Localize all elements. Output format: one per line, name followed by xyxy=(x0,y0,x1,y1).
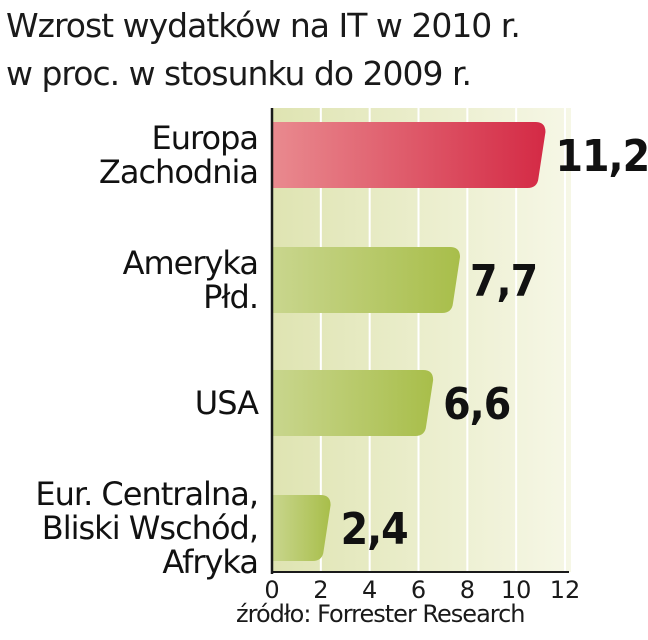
x-tick-label-0: 0 xyxy=(264,576,279,604)
x-tick-label-8: 8 xyxy=(460,576,475,604)
bar-0 xyxy=(272,122,546,188)
bar-3 xyxy=(272,495,331,561)
bar-1 xyxy=(272,247,461,313)
x-tick-label-10: 10 xyxy=(501,576,532,604)
x-tick-label-6: 6 xyxy=(411,576,426,604)
value-label-3: 2,4 xyxy=(341,504,408,555)
value-label-1: 7,7 xyxy=(470,256,537,307)
title-line-1: Wzrost wydatków na IT w 2010 r. xyxy=(6,6,521,45)
category-label-3-2: Afryka xyxy=(162,543,258,581)
category-label-2-0: USA xyxy=(195,384,259,422)
category-label-1-0: Ameryka xyxy=(123,244,258,282)
category-label-1-1: Płd. xyxy=(203,278,258,316)
value-label-2: 6,6 xyxy=(443,379,510,430)
source-note: źródło: Forrester Research xyxy=(236,600,526,628)
chart-title: Wzrost wydatków na IT w 2010 r. w proc. … xyxy=(6,2,646,98)
category-label-3-1: Bliski Wschód, xyxy=(42,509,258,547)
category-label-3-0: Eur. Centralna, xyxy=(35,475,258,513)
bar-2 xyxy=(272,370,434,436)
value-label-0: 11,2 xyxy=(555,131,648,182)
x-tick-label-4: 4 xyxy=(362,576,377,604)
x-tick-label-12: 12 xyxy=(550,576,581,604)
x-tick-label-2: 2 xyxy=(313,576,328,604)
category-label-0-1: Zachodnia xyxy=(99,153,258,191)
title-line-2: w proc. w stosunku do 2009 r. xyxy=(6,54,472,93)
category-label-0-0: Europa xyxy=(152,119,258,157)
